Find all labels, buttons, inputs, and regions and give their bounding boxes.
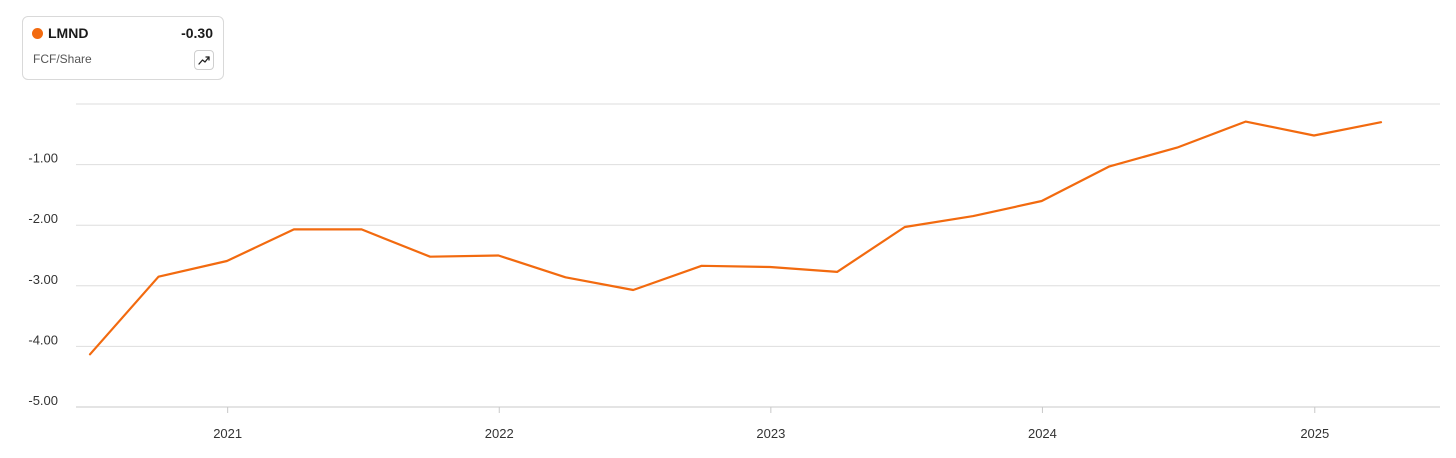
data-point[interactable] bbox=[764, 261, 776, 273]
y-tick-label: -5.00 bbox=[28, 393, 58, 408]
legend-metric-label: FCF/Share bbox=[33, 52, 92, 66]
data-point[interactable] bbox=[1103, 160, 1115, 172]
chart-type-toggle-button[interactable] bbox=[194, 50, 214, 70]
series-line-lmnd bbox=[88, 120, 1383, 356]
trending-up-icon bbox=[198, 56, 210, 65]
x-tick-label: 2023 bbox=[756, 426, 785, 441]
data-point[interactable] bbox=[1171, 142, 1183, 154]
gridlines bbox=[76, 103, 1440, 408]
series-color-dot bbox=[32, 28, 43, 39]
legend-card: LMND -0.30 FCF/Share bbox=[22, 16, 224, 80]
x-tick-label: 2024 bbox=[1028, 426, 1057, 441]
data-point[interactable] bbox=[288, 223, 300, 235]
data-point[interactable] bbox=[493, 250, 505, 262]
data-point[interactable] bbox=[1240, 116, 1252, 128]
data-point[interactable] bbox=[1375, 116, 1387, 128]
data-point[interactable] bbox=[831, 266, 843, 278]
data-point[interactable] bbox=[899, 221, 911, 233]
legend-latest-value: -0.30 bbox=[181, 25, 213, 41]
y-tick-label: -2.00 bbox=[28, 211, 58, 226]
y-axis-labels: -1.00 -2.00 -3.00 -4.00 -5.00 bbox=[28, 151, 58, 408]
x-tick-label: 2022 bbox=[485, 426, 514, 441]
x-axis: 2021 2022 2023 2024 2025 bbox=[213, 407, 1329, 441]
data-point[interactable] bbox=[424, 251, 436, 263]
data-point[interactable] bbox=[356, 223, 368, 235]
data-point[interactable] bbox=[1308, 130, 1320, 142]
data-point[interactable] bbox=[627, 284, 639, 296]
x-tick-label: 2025 bbox=[1300, 426, 1329, 441]
data-point[interactable] bbox=[221, 255, 233, 267]
data-point[interactable] bbox=[967, 210, 979, 222]
legend-ticker: LMND bbox=[48, 25, 89, 41]
data-point[interactable] bbox=[1036, 195, 1048, 207]
x-tick-label: 2021 bbox=[213, 426, 242, 441]
data-point[interactable] bbox=[559, 271, 571, 283]
data-point[interactable] bbox=[84, 348, 96, 360]
data-point[interactable] bbox=[696, 260, 708, 272]
y-tick-label: -1.00 bbox=[28, 151, 58, 166]
y-tick-label: -4.00 bbox=[28, 332, 58, 347]
data-point[interactable] bbox=[152, 271, 164, 283]
y-tick-label: -3.00 bbox=[28, 272, 58, 287]
series-layer bbox=[84, 116, 1387, 360]
